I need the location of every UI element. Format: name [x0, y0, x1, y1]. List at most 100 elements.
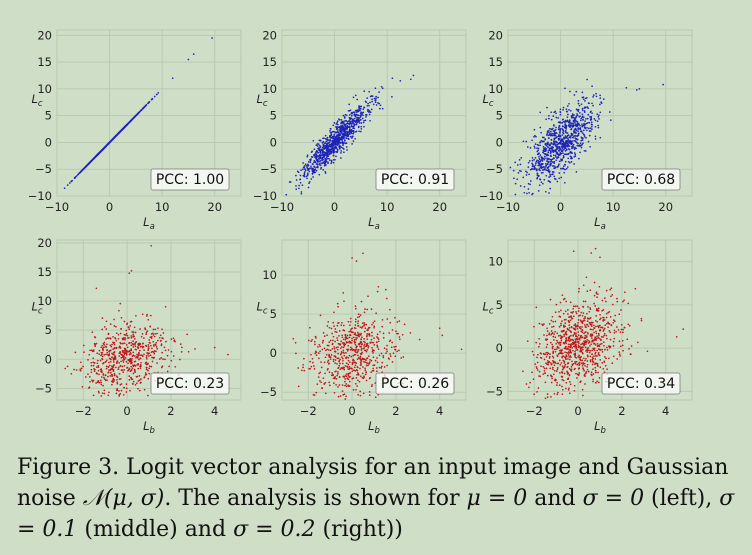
data-point: [332, 358, 335, 361]
data-point: [558, 359, 561, 362]
data-point: [567, 320, 570, 323]
data-point: [562, 131, 564, 134]
data-point: [375, 312, 377, 315]
x-tick-label: 10: [380, 200, 395, 214]
data-point: [368, 335, 371, 337]
data-point: [327, 344, 330, 347]
data-point: [578, 315, 580, 317]
data-point: [571, 343, 574, 346]
data-point: [586, 126, 588, 129]
data-point: [331, 146, 334, 148]
data-point: [546, 343, 549, 346]
data-point: [352, 336, 355, 339]
data-point: [130, 353, 132, 355]
data-point: [349, 133, 351, 135]
data-point: [580, 136, 583, 139]
data-point: [338, 360, 340, 363]
data-point: [318, 357, 320, 360]
data-point: [372, 349, 374, 351]
data-point: [567, 378, 569, 380]
data-point: [372, 356, 375, 359]
data-point: [383, 347, 386, 350]
data-point: [109, 349, 112, 352]
data-point: [591, 128, 593, 130]
data-point: [316, 158, 318, 161]
data-point: [128, 350, 131, 353]
data-point: [581, 342, 584, 345]
data-point: [359, 390, 362, 393]
data-point: [577, 100, 580, 102]
data-point: [110, 139, 113, 142]
data-point: [606, 349, 609, 351]
data-point: [566, 145, 568, 148]
y-tick-label: 20: [262, 28, 277, 42]
data-point: [618, 353, 621, 356]
data-point: [373, 326, 375, 329]
data-point: [574, 360, 576, 363]
data-point: [581, 139, 584, 141]
data-point: [565, 128, 568, 130]
data-point: [397, 332, 399, 335]
data-point: [574, 355, 576, 357]
data-point: [116, 378, 118, 381]
data-point: [374, 99, 377, 101]
data-point: [127, 362, 129, 365]
data-point: [120, 389, 123, 392]
data-point: [101, 355, 104, 358]
data-point: [585, 357, 587, 360]
data-point: [597, 325, 599, 327]
data-point: [595, 95, 598, 98]
data-point: [587, 355, 589, 358]
data-point: [114, 337, 117, 340]
data-point: [554, 336, 557, 339]
data-point: [545, 362, 547, 365]
data-point: [135, 355, 138, 358]
data-point: [604, 364, 607, 367]
data-point: [111, 343, 113, 346]
data-point: [352, 389, 355, 391]
data-point: [334, 330, 337, 333]
data-point: [543, 152, 546, 155]
data-point: [581, 359, 584, 362]
data-point: [103, 341, 106, 344]
data-point: [590, 325, 593, 327]
data-point: [567, 389, 570, 391]
data-point: [328, 157, 330, 160]
data-point: [391, 96, 393, 98]
data-point: [558, 138, 561, 140]
data-point: [386, 350, 388, 353]
data-point: [332, 158, 335, 161]
data-point: [357, 126, 360, 129]
data-point: [345, 142, 348, 144]
caption-sigma-0: σ = 0: [582, 486, 645, 511]
data-point: [539, 126, 542, 129]
data-point: [138, 379, 141, 382]
data-point: [149, 314, 152, 317]
y-tick-label: 0: [270, 346, 277, 360]
data-point: [558, 310, 560, 313]
data-point: [170, 338, 173, 340]
outlier-point: [575, 90, 578, 93]
data-point: [319, 314, 322, 317]
data-point: [557, 335, 560, 337]
data-point: [597, 293, 599, 296]
data-point: [561, 294, 564, 297]
data-point: [533, 325, 535, 328]
data-point: [591, 334, 594, 337]
data-point: [346, 125, 349, 127]
pcc-annotation-box: [375, 168, 455, 191]
data-point: [582, 363, 584, 365]
data-point: [577, 322, 579, 324]
data-point: [172, 337, 175, 340]
outlier-point: [130, 269, 133, 272]
data-point: [561, 167, 564, 170]
data-point: [597, 351, 600, 354]
data-point: [335, 126, 337, 128]
data-point: [90, 368, 93, 371]
data-point: [549, 361, 552, 364]
data-point: [570, 128, 572, 131]
data-point: [297, 367, 300, 369]
data-point: [549, 144, 551, 147]
data-point: [546, 169, 549, 172]
data-point: [534, 157, 537, 159]
